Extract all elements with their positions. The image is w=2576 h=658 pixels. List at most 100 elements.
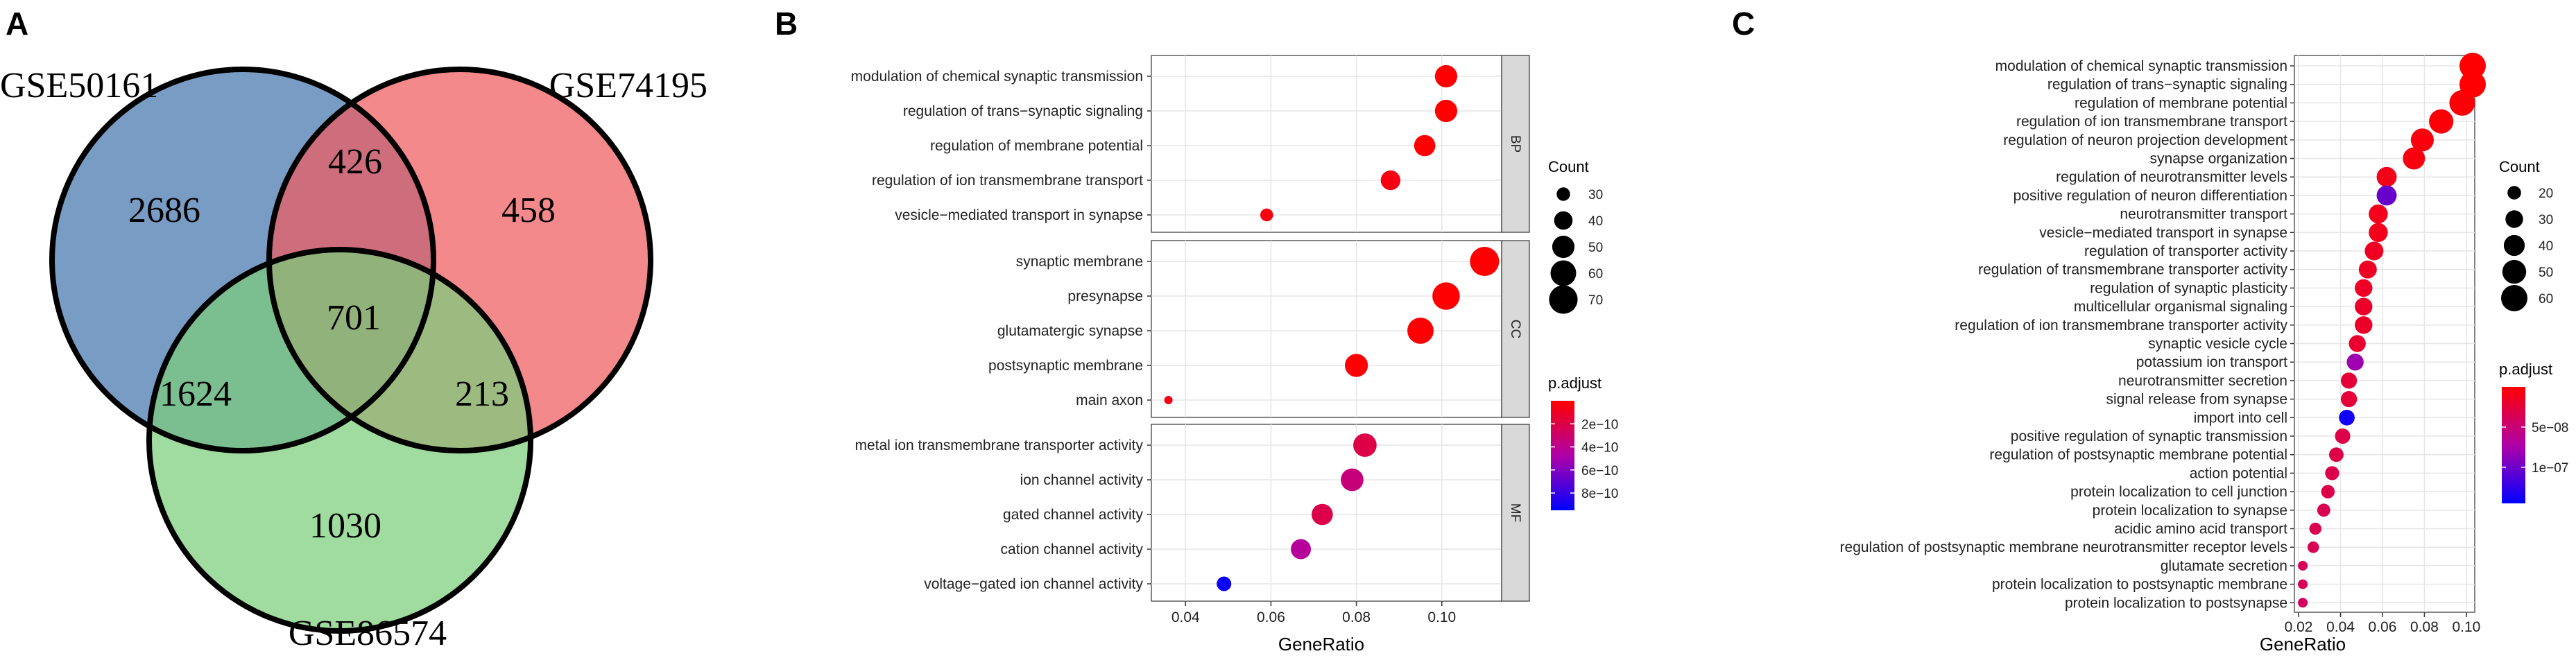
data-point bbox=[1260, 208, 1273, 222]
data-point bbox=[1345, 354, 1368, 377]
x-tick-label: 0.06 bbox=[1257, 609, 1285, 625]
data-point bbox=[2355, 316, 2373, 334]
venn-set-label-gse50161: GSE50161 bbox=[0, 66, 158, 105]
size-legend-value: 20 bbox=[2539, 187, 2553, 201]
panel-c-color-legend-title: p.adjust bbox=[2499, 361, 2552, 378]
data-point bbox=[2355, 279, 2373, 297]
term-label: potassium ion transport bbox=[2136, 354, 2287, 370]
term-label: neurotransmitter transport bbox=[2120, 207, 2287, 223]
plot-frame-c bbox=[2294, 55, 2475, 613]
venn-outline-gse74195 bbox=[266, 67, 653, 453]
term-label: cation channel activity bbox=[1001, 542, 1144, 557]
panel-c-color-legend: p.adjust 5e−08 1e−07 bbox=[2499, 361, 2568, 503]
term-label: protein localization to postsynapse bbox=[2065, 595, 2287, 611]
size-legend-dot bbox=[1550, 260, 1577, 286]
data-point bbox=[1432, 282, 1460, 310]
term-label: main axon bbox=[1076, 392, 1143, 408]
data-point bbox=[2459, 53, 2486, 79]
dotplot-c: modulation of chemical synaptic transmis… bbox=[1840, 53, 2486, 635]
data-point bbox=[2449, 89, 2475, 116]
colorbar-tick-label: 8e−10 bbox=[1581, 487, 1618, 501]
data-point bbox=[2325, 466, 2339, 480]
panel-c: C modulation of chemical synaptic transm… bbox=[1732, 6, 2568, 655]
term-label: import into cell bbox=[2194, 410, 2287, 426]
facet-strip-cc bbox=[1501, 240, 1530, 418]
term-label: modulation of chemical synaptic transmis… bbox=[851, 69, 1143, 85]
term-label: presynapse bbox=[1067, 288, 1143, 304]
size-legend-dot bbox=[2505, 210, 2523, 228]
term-label: vesicle−mediated transport in synapse bbox=[895, 207, 1143, 223]
venn-count-only-gse50161: 2686 bbox=[128, 191, 200, 230]
x-tick-label: 0.06 bbox=[2369, 619, 2397, 635]
data-point bbox=[2349, 335, 2366, 352]
data-point bbox=[2410, 128, 2434, 152]
data-point bbox=[2321, 485, 2335, 499]
term-label: synaptic vesicle cycle bbox=[2148, 336, 2287, 352]
data-point bbox=[1291, 539, 1312, 560]
data-point bbox=[1470, 247, 1500, 276]
facet-strip-label: CC bbox=[1508, 320, 1522, 338]
data-point bbox=[1341, 468, 1364, 492]
colorbar-tick-label: 5e−08 bbox=[2532, 421, 2568, 435]
panel-c-label: C bbox=[1732, 6, 1755, 42]
x-tick-label: 0.08 bbox=[1342, 609, 1371, 625]
facet-panel-cc bbox=[1151, 240, 1502, 418]
data-point bbox=[1217, 576, 1232, 591]
data-point bbox=[1434, 99, 1458, 123]
data-point bbox=[1407, 318, 1434, 344]
term-label: regulation of ion transmembrane transpor… bbox=[1955, 318, 2287, 334]
term-label: regulation of membrane potential bbox=[930, 138, 1143, 154]
panel-a-label: A bbox=[6, 6, 28, 42]
panel-c-size-legend-title: Count bbox=[2499, 158, 2540, 175]
term-label: regulation of membrane potential bbox=[2075, 95, 2287, 111]
panel-c-size-legend: Count 20 30 40 50 60 bbox=[2499, 158, 2553, 311]
facet-strip-label: BP bbox=[1508, 135, 1522, 153]
x-tick-label: 0.10 bbox=[2452, 619, 2480, 635]
dotplot-b: modulation of chemical synaptic transmis… bbox=[851, 55, 1530, 625]
x-tick-label: 0.10 bbox=[1427, 609, 1456, 625]
data-point bbox=[2358, 260, 2377, 279]
data-point bbox=[2329, 447, 2344, 462]
facet-strip-label: MF bbox=[1508, 503, 1522, 522]
term-label: regulation of neuron projection developm… bbox=[2003, 132, 2287, 148]
term-label: regulation of neurotransmitter levels bbox=[2056, 169, 2287, 185]
term-label: neurotransmitter secretion bbox=[2118, 373, 2287, 389]
colorbar-tick-label: 2e−10 bbox=[1581, 417, 1618, 432]
term-label: protein localization to synapse bbox=[2093, 503, 2287, 519]
size-legend-dot bbox=[1549, 285, 1578, 314]
data-point bbox=[1434, 64, 1458, 88]
term-label: protein localization to postsynaptic mem… bbox=[1992, 577, 2287, 593]
term-label: signal release from synapse bbox=[2106, 392, 2287, 408]
term-label: gated channel activity bbox=[1003, 507, 1143, 523]
data-point bbox=[2355, 297, 2373, 315]
venn-set-label-gse86574: GSE86574 bbox=[289, 614, 447, 653]
data-point bbox=[2346, 354, 2364, 371]
panel-b-color-legend-title: p.adjust bbox=[1548, 374, 1602, 392]
term-label: regulation of postsynaptic membrane neur… bbox=[1840, 539, 2287, 555]
size-legend-value: 40 bbox=[2539, 239, 2553, 254]
term-label: regulation of ion transmembrane transpor… bbox=[2016, 114, 2287, 130]
term-label: regulation of trans−synaptic signaling bbox=[903, 103, 1143, 119]
size-legend-dot bbox=[2503, 234, 2525, 257]
x-tick-label: 0.08 bbox=[2410, 619, 2439, 635]
term-label: postsynaptic membrane bbox=[988, 358, 1143, 374]
size-legend-value: 50 bbox=[1588, 241, 1603, 255]
data-point bbox=[2376, 166, 2397, 187]
size-legend-dot bbox=[1556, 187, 1570, 201]
venn-outline-gse50161 bbox=[49, 67, 436, 453]
venn-count-only-gse86574: 1030 bbox=[309, 506, 381, 546]
term-label: metal ion transmembrane transporter acti… bbox=[855, 438, 1144, 453]
x-tick-label: 0.04 bbox=[2326, 619, 2355, 635]
panel-b: B modulation of chemical synaptic transm… bbox=[775, 6, 1618, 655]
size-legend-dot bbox=[2507, 186, 2521, 200]
term-label: regulation of transporter activity bbox=[2084, 243, 2287, 259]
term-label: synapse organization bbox=[2150, 151, 2287, 167]
facet-strip-bp bbox=[1501, 55, 1530, 233]
term-label: synaptic membrane bbox=[1016, 254, 1143, 270]
term-label: regulation of postsynaptic membrane pote… bbox=[1989, 447, 2287, 463]
size-legend-value: 40 bbox=[1588, 214, 1603, 229]
data-point bbox=[2340, 390, 2358, 408]
data-point bbox=[2369, 223, 2388, 243]
colorbar-tick-label: 4e−10 bbox=[1581, 441, 1618, 456]
